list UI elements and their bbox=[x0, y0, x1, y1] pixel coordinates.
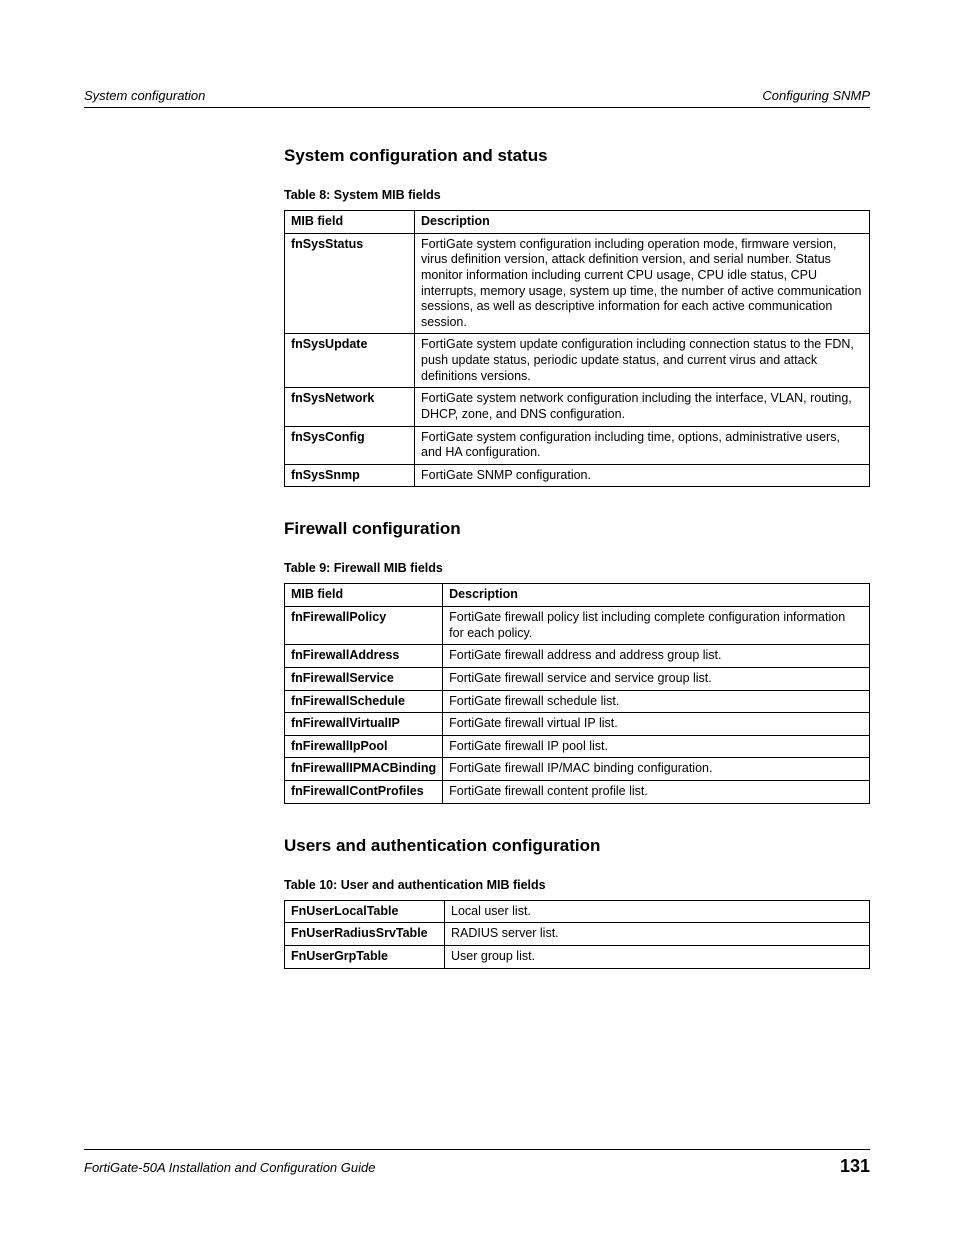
mib-field: fnSysSnmp bbox=[285, 464, 415, 487]
page-header: System configuration Configuring SNMP bbox=[84, 88, 870, 108]
section-firewall: Firewall configuration Table 9: Firewall… bbox=[284, 519, 870, 803]
mib-desc: FortiGate firewall IP/MAC binding config… bbox=[443, 758, 870, 781]
table-row: fnFirewallAddressFortiGate firewall addr… bbox=[285, 645, 870, 668]
section-heading: Users and authentication configuration bbox=[284, 836, 870, 856]
table-row: fnFirewallIpPoolFortiGate firewall IP po… bbox=[285, 735, 870, 758]
mib-field: fnSysConfig bbox=[285, 426, 415, 464]
table-caption: Table 8: System MIB fields bbox=[284, 188, 870, 202]
user-mib-table: FnUserLocalTableLocal user list. FnUserR… bbox=[284, 900, 870, 969]
mib-desc: FortiGate firewall address and address g… bbox=[443, 645, 870, 668]
footer-title: FortiGate-50A Installation and Configura… bbox=[84, 1160, 375, 1175]
table-row: fnFirewallIPMACBindingFortiGate firewall… bbox=[285, 758, 870, 781]
mib-field: FnUserLocalTable bbox=[285, 900, 445, 923]
table-row: fnFirewallPolicyFortiGate firewall polic… bbox=[285, 607, 870, 645]
mib-desc: FortiGate firewall IP pool list. bbox=[443, 735, 870, 758]
table-row: FnUserGrpTableUser group list. bbox=[285, 945, 870, 968]
col-header: MIB field bbox=[285, 584, 443, 607]
mib-desc: FortiGate firewall virtual IP list. bbox=[443, 713, 870, 736]
mib-field: fnSysStatus bbox=[285, 233, 415, 334]
system-mib-table: MIB field Description fnSysStatusFortiGa… bbox=[284, 210, 870, 487]
table-row: fnSysSnmpFortiGate SNMP configuration. bbox=[285, 464, 870, 487]
mib-desc: Local user list. bbox=[445, 900, 870, 923]
table-row: FnUserLocalTableLocal user list. bbox=[285, 900, 870, 923]
col-header: Description bbox=[415, 211, 870, 234]
mib-field: fnSysUpdate bbox=[285, 334, 415, 388]
mib-field: fnFirewallVirtualIP bbox=[285, 713, 443, 736]
mib-field: fnFirewallService bbox=[285, 667, 443, 690]
table-row: fnSysNetworkFortiGate system network con… bbox=[285, 388, 870, 426]
mib-desc: FortiGate firewall content profile list. bbox=[443, 781, 870, 804]
page-number: 131 bbox=[840, 1156, 870, 1177]
section-heading: Firewall configuration bbox=[284, 519, 870, 539]
mib-desc: FortiGate system configuration including… bbox=[415, 233, 870, 334]
mib-field: fnFirewallIPMACBinding bbox=[285, 758, 443, 781]
table-caption: Table 9: Firewall MIB fields bbox=[284, 561, 870, 575]
table-header-row: MIB field Description bbox=[285, 211, 870, 234]
mib-field: fnFirewallPolicy bbox=[285, 607, 443, 645]
table-header-row: MIB field Description bbox=[285, 584, 870, 607]
mib-field: fnFirewallContProfiles bbox=[285, 781, 443, 804]
mib-desc: FortiGate system configuration including… bbox=[415, 426, 870, 464]
mib-field: FnUserRadiusSrvTable bbox=[285, 923, 445, 946]
mib-desc: FortiGate firewall service and service g… bbox=[443, 667, 870, 690]
page-footer: FortiGate-50A Installation and Configura… bbox=[84, 1149, 870, 1177]
table-row: fnSysUpdateFortiGate system update confi… bbox=[285, 334, 870, 388]
table-row: fnSysStatusFortiGate system configuratio… bbox=[285, 233, 870, 334]
table-row: fnFirewallContProfilesFortiGate firewall… bbox=[285, 781, 870, 804]
table-row: fnSysConfigFortiGate system configuratio… bbox=[285, 426, 870, 464]
table-row: FnUserRadiusSrvTableRADIUS server list. bbox=[285, 923, 870, 946]
header-left: System configuration bbox=[84, 88, 205, 103]
mib-desc: FortiGate system update configuration in… bbox=[415, 334, 870, 388]
table-row: fnFirewallServiceFortiGate firewall serv… bbox=[285, 667, 870, 690]
mib-field: fnFirewallSchedule bbox=[285, 690, 443, 713]
table-caption: Table 10: User and authentication MIB fi… bbox=[284, 878, 870, 892]
mib-desc: RADIUS server list. bbox=[445, 923, 870, 946]
section-users: Users and authentication configuration T… bbox=[284, 836, 870, 969]
main-content: System configuration and status Table 8:… bbox=[284, 146, 870, 969]
mib-field: fnSysNetwork bbox=[285, 388, 415, 426]
section-heading: System configuration and status bbox=[284, 146, 870, 166]
mib-field: FnUserGrpTable bbox=[285, 945, 445, 968]
header-right: Configuring SNMP bbox=[762, 88, 870, 103]
mib-field: fnFirewallIpPool bbox=[285, 735, 443, 758]
col-header: Description bbox=[443, 584, 870, 607]
mib-desc: FortiGate firewall schedule list. bbox=[443, 690, 870, 713]
mib-field: fnFirewallAddress bbox=[285, 645, 443, 668]
table-row: fnFirewallVirtualIPFortiGate firewall vi… bbox=[285, 713, 870, 736]
mib-desc: FortiGate system network configuration i… bbox=[415, 388, 870, 426]
mib-desc: User group list. bbox=[445, 945, 870, 968]
mib-desc: FortiGate SNMP configuration. bbox=[415, 464, 870, 487]
section-system: System configuration and status Table 8:… bbox=[284, 146, 870, 487]
table-row: fnFirewallScheduleFortiGate firewall sch… bbox=[285, 690, 870, 713]
col-header: MIB field bbox=[285, 211, 415, 234]
firewall-mib-table: MIB field Description fnFirewallPolicyFo… bbox=[284, 583, 870, 803]
mib-desc: FortiGate firewall policy list including… bbox=[443, 607, 870, 645]
